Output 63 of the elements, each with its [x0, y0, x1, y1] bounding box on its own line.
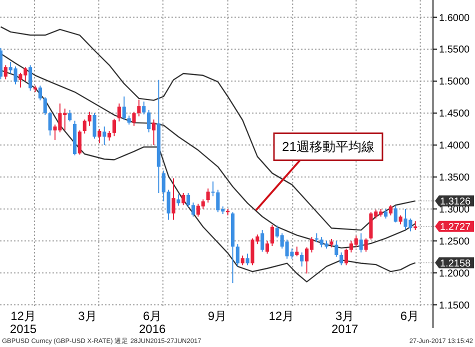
candlestick [132, 111, 136, 126]
candlestick [394, 205, 398, 223]
candlestick [191, 202, 196, 218]
candlestick [260, 230, 264, 252]
candlestick [137, 99, 141, 117]
y-tick-label: 1.5000 [439, 76, 470, 88]
x-tick-label: 3月 2017 [331, 309, 359, 336]
candlestick [384, 208, 388, 220]
candlestick [78, 130, 82, 156]
candlestick [122, 96, 126, 121]
candlestick [147, 109, 151, 133]
candlestick [102, 126, 106, 146]
candlestick [117, 103, 121, 122]
callout: 21週移動平均線 [255, 132, 384, 211]
candlestick [359, 232, 363, 253]
candlestick [38, 85, 42, 101]
x-tick-label: 3月 [78, 309, 97, 323]
candlestick [142, 101, 146, 115]
x-tick-label: 6月 2016 [138, 309, 166, 336]
candlestick [28, 64, 32, 92]
candlestick [295, 246, 299, 257]
candlestick [364, 238, 368, 252]
y-tick-label: 1.2000 [439, 268, 470, 280]
candlestick [4, 64, 8, 80]
candlestick [246, 253, 250, 266]
annotation: 21週移動平均線 [282, 139, 374, 154]
candlestick [206, 188, 210, 204]
x-tick-label: 6月 [400, 309, 420, 323]
candlestick [68, 109, 72, 122]
y-tick-label: 1.3500 [439, 172, 470, 184]
candlestick [270, 224, 274, 247]
candlestick [300, 252, 304, 267]
line-series [0, 26, 416, 231]
candlestick [112, 118, 116, 137]
candlestick [334, 240, 338, 258]
candlestick [152, 118, 156, 146]
y-tick-label: 1.4500 [439, 108, 470, 120]
y-tick-label: 1.4000 [439, 140, 470, 152]
candlestick [186, 192, 190, 208]
x-tick-label: 9月 [208, 309, 227, 323]
candlestick [48, 111, 52, 136]
y-tick-label: 1.2500 [439, 236, 470, 248]
candlestick [43, 96, 47, 116]
candlestick [340, 252, 344, 266]
candlestick [172, 178, 176, 220]
candlestick [98, 128, 102, 144]
y-tick-label: 1.6000 [439, 12, 470, 24]
text: 1.2727 [440, 222, 471, 233]
candlestick [108, 130, 112, 142]
candlestick [240, 255, 244, 266]
data-label: 1.3126 [440, 196, 472, 208]
candlestick [92, 112, 96, 140]
x-tick-label: 12月 [268, 309, 294, 323]
candlestick [388, 204, 392, 216]
y-tick-label: 1.5500 [439, 44, 470, 56]
candlestick [236, 244, 240, 267]
y-tick-label: 1.1500 [439, 300, 470, 312]
candlestick [211, 180, 215, 197]
data-label: 1.2158 [440, 258, 472, 270]
candlestick [344, 248, 348, 266]
x-tick-label: 12月 2015 [10, 309, 37, 336]
candlestick [182, 192, 186, 206]
candlestick [266, 240, 270, 254]
